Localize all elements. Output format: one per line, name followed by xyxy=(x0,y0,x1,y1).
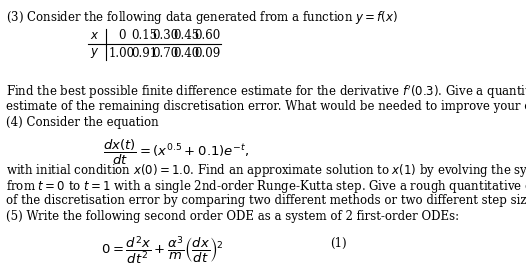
Text: 0.60: 0.60 xyxy=(195,29,221,42)
Text: $\dfrac{dx(t)}{dt} = (x^{0.5}+0.1)e^{-t},$: $\dfrac{dx(t)}{dt} = (x^{0.5}+0.1)e^{-t}… xyxy=(103,138,249,167)
Text: 0.15: 0.15 xyxy=(131,29,157,42)
Text: 0.09: 0.09 xyxy=(195,47,221,60)
Text: $x$: $x$ xyxy=(90,29,100,42)
Text: from $t=0$ to $t=1$ with a single 2nd-order Runge-Kutta step. Give a rough quant: from $t=0$ to $t=1$ with a single 2nd-or… xyxy=(6,178,526,195)
Text: $y$: $y$ xyxy=(90,46,100,60)
Text: (5) Write the following second order ODE as a system of 2 first-order ODEs:: (5) Write the following second order ODE… xyxy=(6,210,459,223)
Text: 0.70: 0.70 xyxy=(152,47,178,60)
Text: 0.30: 0.30 xyxy=(152,29,178,42)
Text: with initial condition $x(0) = 1.0$. Find an approximate solution to $x(1)$ by e: with initial condition $x(0) = 1.0$. Fin… xyxy=(6,162,526,179)
Text: $0 = \dfrac{d^2x}{dt^2} + \dfrac{\alpha^3}{m}\left(\dfrac{dx}{dt}\right)^{\!2}$: $0 = \dfrac{d^2x}{dt^2} + \dfrac{\alpha^… xyxy=(102,234,224,266)
Text: (3) Consider the following data generated from a function $y = f(x)$: (3) Consider the following data generate… xyxy=(6,9,398,27)
Text: 1.00: 1.00 xyxy=(109,47,135,60)
Text: 0.40: 0.40 xyxy=(174,47,200,60)
Text: of the discretisation error by comparing two different methods or two different : of the discretisation error by comparing… xyxy=(6,195,526,208)
Text: 0.45: 0.45 xyxy=(174,29,200,42)
Text: Find the best possible finite difference estimate for the derivative $f'(0.3)$. : Find the best possible finite difference… xyxy=(6,84,526,101)
Text: (1): (1) xyxy=(330,237,347,250)
Text: estimate of the remaining discretisation error. What would be needed to improve : estimate of the remaining discretisation… xyxy=(6,100,526,113)
Text: (4) Consider the equation: (4) Consider the equation xyxy=(6,116,158,129)
Text: 0.91: 0.91 xyxy=(131,47,157,60)
Text: 0: 0 xyxy=(118,29,126,42)
